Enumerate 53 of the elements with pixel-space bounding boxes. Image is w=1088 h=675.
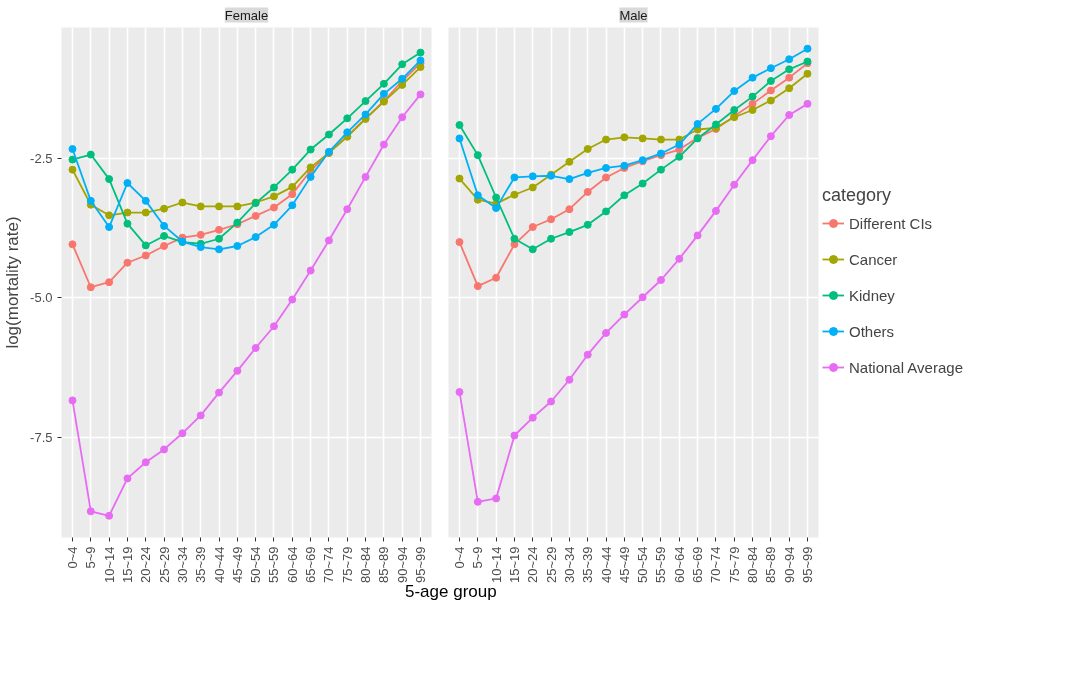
x-tick-label: 75~79	[339, 546, 355, 584]
x-tick-label: 80~84	[745, 546, 761, 584]
y-axis-title: log(mortality rate)	[3, 216, 23, 349]
legend-title: category	[822, 185, 893, 206]
legend-label: Different CIs	[849, 213, 933, 234]
x-tick-label: 0~4	[451, 546, 467, 569]
x-tick-label: 5~9	[83, 546, 99, 569]
x-tick-label: 90~94	[394, 546, 410, 584]
x-tick-label: 20~24	[138, 546, 154, 584]
y-tick-label: -5.0	[30, 290, 53, 306]
x-tick-label: 90~94	[781, 546, 797, 584]
x-tick-label: 25~29	[156, 546, 172, 584]
legend-label: Others	[849, 321, 895, 342]
x-tick-label: 0~4	[64, 546, 80, 569]
x-tick-label: 60~64	[284, 546, 300, 584]
x-tick-label: 10~14	[488, 546, 504, 584]
x-tick-label: 35~39	[193, 546, 209, 584]
legend-label: Kidney	[849, 285, 895, 306]
y-tick-label: -7.5	[30, 429, 53, 445]
x-tick-label: 85~89	[763, 546, 779, 584]
x-tick-label: 70~74	[708, 546, 724, 584]
x-tick-label: 40~44	[598, 546, 614, 584]
x-tick-label: 65~69	[690, 546, 706, 584]
x-tick-label: 50~54	[248, 546, 264, 584]
x-tick-label: 60~64	[671, 546, 687, 584]
x-tick-label: 75~79	[726, 546, 742, 584]
x-tick-label: 95~99	[800, 546, 816, 584]
x-tick-label: 85~89	[376, 546, 392, 584]
x-tick-label: 35~39	[580, 546, 596, 584]
x-tick-label: 55~59	[266, 546, 282, 584]
chart-title: Male	[619, 7, 648, 23]
x-tick-label: 45~49	[229, 546, 245, 584]
x-tick-label: 80~84	[358, 546, 374, 584]
x-axis-title: 5-age group	[405, 582, 497, 603]
x-tick-label: 40~44	[211, 546, 227, 584]
x-tick-label: 5~9	[470, 546, 486, 569]
x-tick-label: 50~54	[635, 546, 651, 584]
x-tick-label: 20~24	[525, 546, 541, 584]
chart-title: Female	[224, 7, 269, 23]
x-tick-label: 45~49	[616, 546, 632, 584]
legend-label: Cancer	[849, 249, 898, 270]
x-tick-label: 25~29	[543, 546, 559, 584]
x-tick-label: 95~99	[413, 546, 429, 584]
x-tick-label: 30~34	[561, 546, 577, 584]
x-tick-label: 30~34	[174, 546, 190, 584]
legend-label: National Average	[849, 357, 963, 378]
x-tick-label: 70~74	[321, 546, 337, 584]
x-tick-label: 15~19	[119, 546, 135, 584]
x-tick-label: 15~19	[506, 546, 522, 584]
x-tick-label: 65~69	[303, 546, 319, 584]
x-tick-label: 55~59	[653, 546, 669, 584]
x-tick-label: 10~14	[101, 546, 117, 584]
y-tick-label: -2.5	[30, 150, 53, 166]
